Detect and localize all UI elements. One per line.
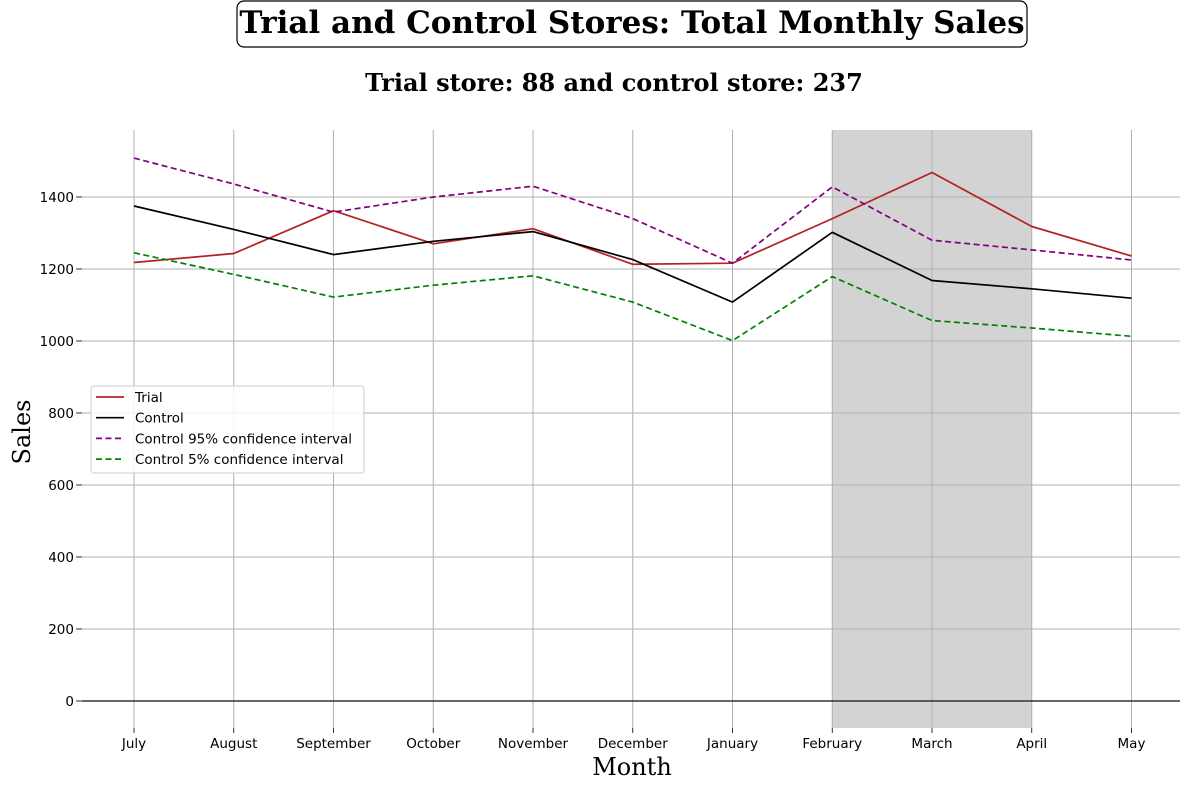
y-axis-title: Sales xyxy=(8,400,36,465)
legend-box xyxy=(90,385,365,474)
y-tick-label: 200 xyxy=(48,622,74,638)
x-tick-label: October xyxy=(406,736,460,752)
x-tick-label: December xyxy=(598,736,668,752)
legend-label: Control 95% confidence interval xyxy=(135,431,352,447)
series-line-1 xyxy=(133,205,1132,303)
legend-label: Control xyxy=(135,411,184,427)
x-axis-title: Month xyxy=(592,753,672,781)
y-tick-label: 800 xyxy=(48,406,74,422)
chart-title: Trial and Control Stores: Total Monthly … xyxy=(239,5,1024,41)
x-tick-label: May xyxy=(1118,736,1146,752)
series-line-3 xyxy=(133,251,1132,342)
x-tick-label: March xyxy=(911,736,952,752)
y-tick-label: 1400 xyxy=(40,190,74,206)
y-tick-label: 1200 xyxy=(40,262,74,278)
chart-title-box xyxy=(236,0,1028,48)
x-tick-label: April xyxy=(1016,736,1047,752)
y-tick-label: 400 xyxy=(48,550,74,566)
y-tick-label: 1000 xyxy=(40,334,74,350)
x-tick-label: September xyxy=(296,736,371,752)
legend: Trial Control Control 95% confidence inter… xyxy=(90,385,365,474)
x-tick-label: July xyxy=(121,736,146,752)
series-line-2 xyxy=(133,157,1132,265)
x-tick-label: February xyxy=(802,736,862,752)
legend-label: Control 5% confidence interval xyxy=(135,452,343,468)
series-line-0 xyxy=(133,171,1132,266)
chart-subtitle: Trial store: 88 and control store: 237 xyxy=(365,68,863,97)
y-tick-label: 600 xyxy=(48,478,74,494)
y-tick-label: 0 xyxy=(65,694,74,710)
legend-label: Trial xyxy=(134,390,163,406)
x-tick-label: November xyxy=(498,736,569,752)
x-tick-label: August xyxy=(210,736,257,752)
x-tick-label: January xyxy=(706,736,758,752)
